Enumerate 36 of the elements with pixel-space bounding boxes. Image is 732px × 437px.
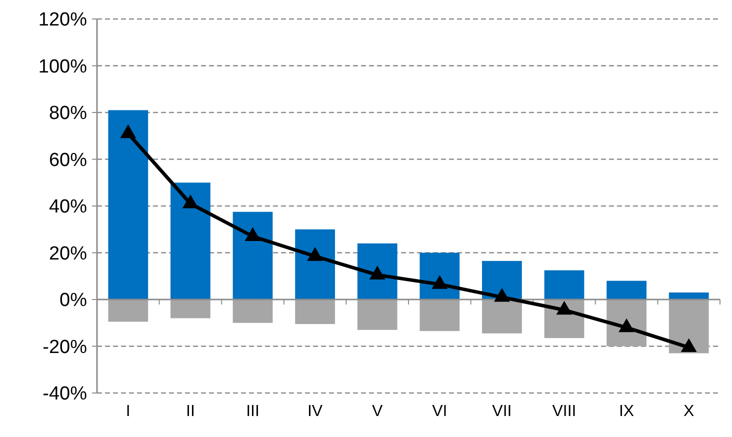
bar — [232, 300, 273, 323]
y-tick-label: 0% — [60, 290, 88, 312]
bar — [170, 182, 210, 300]
bar — [357, 300, 398, 330]
x-tick-label: V — [372, 403, 384, 420]
bar — [544, 270, 584, 300]
bar — [482, 300, 522, 334]
x-tick-label: II — [186, 403, 195, 420]
y-tick-label: 80% — [48, 103, 88, 124]
bar — [668, 292, 709, 300]
x-tick-label: III — [246, 403, 260, 420]
y-tick-label: 120% — [38, 10, 88, 31]
y-tick-label: 100% — [38, 56, 88, 78]
bar — [668, 300, 709, 354]
x-tick-label: X — [684, 403, 695, 420]
bar — [295, 229, 335, 300]
y-tick-label: 40% — [48, 196, 88, 218]
y-tick-label: -20% — [42, 336, 88, 358]
bar — [606, 280, 646, 300]
x-tick-label: VI — [432, 403, 448, 420]
bar — [357, 243, 398, 300]
bar — [295, 300, 335, 324]
y-tick-label: -40% — [42, 384, 88, 405]
bar — [108, 110, 148, 300]
x-tick-label: IV — [307, 403, 323, 420]
y-tick-label: 20% — [48, 243, 88, 264]
x-tick-label: IX — [618, 403, 634, 420]
y-tick-label: 60% — [48, 150, 88, 171]
x-tick-label: VIII — [552, 403, 576, 420]
bar — [482, 260, 522, 300]
bar — [108, 300, 148, 322]
x-tick-label: I — [126, 403, 130, 420]
bar — [170, 300, 210, 318]
x-tick-label: VII — [492, 403, 512, 420]
bar — [232, 212, 273, 300]
bar — [420, 300, 460, 332]
